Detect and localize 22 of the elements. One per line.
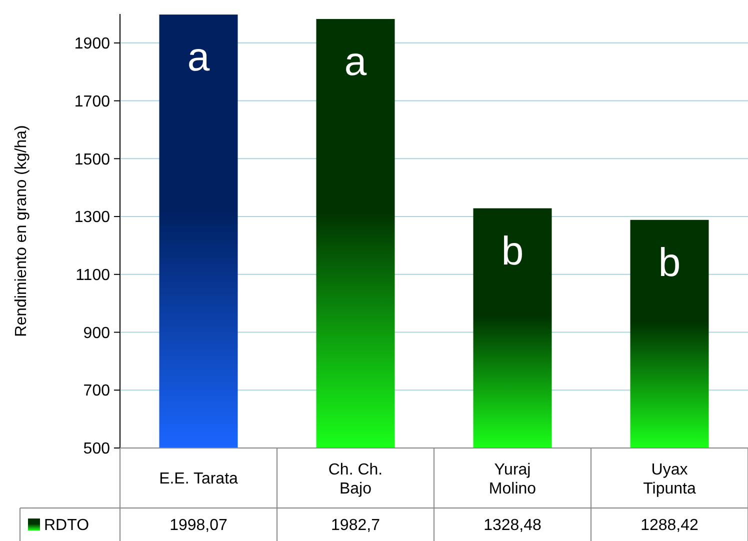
y-tick-label: 1500 — [74, 151, 110, 168]
annotation: a — [187, 36, 210, 80]
y-tick-label: 1100 — [76, 267, 110, 284]
y-axis-title: Rendimiento en grano (kg/ha) — [13, 125, 30, 337]
x-tick-label: Ch. Ch. Bajo — [328, 462, 383, 498]
data-label: 1982,7 — [331, 517, 380, 534]
y-tick-label: 1700 — [74, 93, 110, 110]
annotation: b — [501, 229, 524, 274]
data-label: 1328,48 — [484, 517, 542, 534]
x-tick-label: Yuraj Molino — [488, 462, 536, 498]
x-tick-label: E.E. Tarata — [159, 470, 238, 488]
annotation: a — [344, 40, 368, 84]
y-tick-label: 1900 — [74, 36, 110, 53]
y-tick-label: 900 — [83, 324, 110, 342]
x-tick-label: Uyax Tipunta — [643, 462, 696, 498]
y-tick-label: 1300 — [74, 209, 110, 226]
legend-label: RDTO — [44, 517, 90, 534]
y-tick-label: 500 — [83, 440, 110, 458]
data-label: 1998,07 — [170, 517, 228, 534]
annotation: b — [658, 240, 681, 285]
data-label: 1288,42 — [640, 517, 699, 534]
y-tick-label: 700 — [83, 382, 110, 400]
